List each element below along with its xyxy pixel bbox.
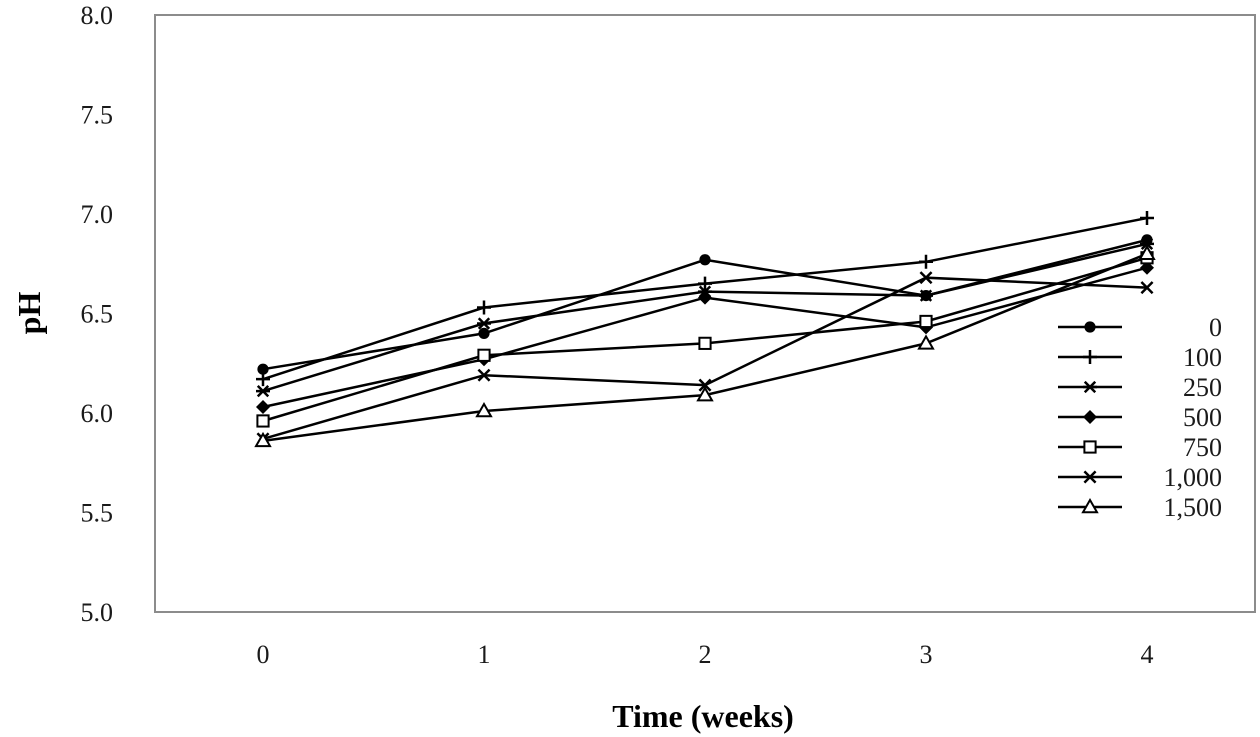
y-tick-label: 7.5: [81, 101, 114, 130]
marker-open-triangle: [1138, 244, 1156, 261]
series-layer: [254, 210, 1156, 448]
marker-open-triangle: [696, 386, 714, 402]
legend-label: 0: [1209, 313, 1222, 342]
marker-x-cross: [698, 378, 712, 392]
marker-x-cross: [919, 271, 933, 285]
y-tick-label: 7.0: [81, 200, 114, 229]
legend-item: 1,000: [1058, 463, 1222, 492]
x-tick-label: 1: [478, 640, 491, 669]
legend-item: 1,500: [1058, 493, 1222, 522]
legend-item: 750: [1058, 433, 1222, 462]
legend-item: 500: [1058, 403, 1222, 432]
marker-asterisk: [256, 384, 270, 398]
marker-x-cross: [1083, 470, 1097, 484]
marker-plus: [477, 300, 491, 315]
x-tick-label: 4: [1141, 640, 1154, 669]
marker-plus: [256, 372, 270, 387]
legend-label: 250: [1183, 373, 1222, 402]
marker-plus: [919, 254, 933, 269]
x-tick-label: 0: [257, 640, 270, 669]
y-tick-label: 5.0: [81, 598, 114, 627]
marker-open-triangle: [254, 431, 272, 448]
y-axis-title: pH: [11, 292, 47, 335]
series-1000: [256, 271, 1154, 446]
marker-open-square: [1083, 440, 1097, 454]
x-tick-label: 2: [699, 640, 712, 669]
marker-asterisk: [1140, 237, 1154, 250]
marker-open-triangle: [475, 401, 493, 418]
y-tick-label: 5.5: [81, 499, 114, 528]
y-axis-tick-labels: 5.0 5.5 6.0 6.5 7.0 7.5 8.0: [81, 1, 114, 627]
y-tick-label: 6.0: [81, 399, 114, 428]
y-tick-label: 6.5: [81, 300, 114, 329]
marker-open-square: [919, 314, 933, 329]
marker-filled-diamond: [1083, 410, 1097, 424]
x-axis-tick-labels: 0 1 2 3 4: [257, 640, 1154, 669]
marker-plus: [1140, 210, 1154, 225]
marker-plus: [698, 276, 712, 291]
series-1500: [254, 244, 1156, 448]
marker-open-square: [477, 348, 491, 362]
marker-x-cross: [1140, 281, 1154, 295]
legend-label: 750: [1183, 433, 1222, 462]
marker-filled-circle: [257, 363, 269, 375]
marker-plus: [1083, 350, 1097, 364]
y-tick-label: 8.0: [81, 1, 114, 30]
marker-filled-diamond: [698, 290, 712, 305]
marker-filled-diamond: [256, 400, 270, 415]
x-tick-label: 3: [920, 640, 933, 669]
marker-open-triangle: [917, 334, 935, 350]
marker-open-square: [256, 414, 270, 428]
legend-label: 1,000: [1164, 463, 1223, 492]
marker-open-square: [698, 336, 712, 350]
marker-filled-circle: [478, 327, 490, 339]
marker-asterisk: [1083, 380, 1097, 394]
legend-item: 250: [1058, 373, 1222, 402]
marker-filled-circle: [1084, 321, 1096, 333]
legend-label: 500: [1183, 403, 1222, 432]
plot-area-frame: [154, 14, 1256, 613]
marker-asterisk: [477, 317, 491, 330]
legend-item: 0: [1058, 313, 1222, 342]
legend-item: 100: [1058, 343, 1222, 372]
marker-open-triangle: [1081, 497, 1099, 514]
series-100: [256, 210, 1154, 387]
marker-x-cross: [477, 368, 491, 382]
x-axis-title: Time (weeks): [612, 698, 794, 734]
marker-asterisk: [919, 289, 933, 302]
marker-filled-circle: [699, 254, 711, 266]
legend-label: 1,500: [1164, 493, 1223, 522]
legend-label: 100: [1183, 343, 1222, 372]
